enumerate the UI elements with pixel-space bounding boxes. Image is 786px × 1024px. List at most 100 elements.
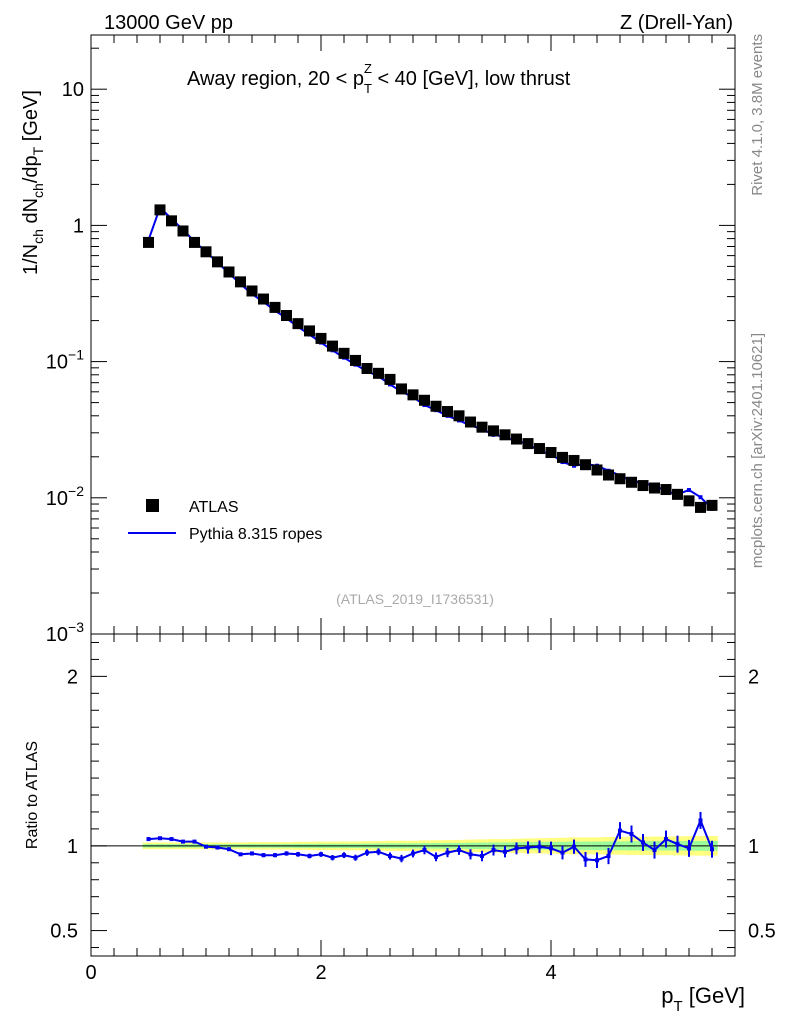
ratio-y-tick-label-left: 1: [67, 836, 78, 858]
main-y-tick-label: 10−3: [46, 619, 84, 646]
legend-atlas-label: ATLAS: [189, 499, 239, 516]
ratio-point: [169, 837, 174, 842]
atlas-point: [384, 373, 396, 385]
ratio-point: [181, 839, 185, 844]
mcplots-label: mcplots.cern.ch [arXiv:2401.10621]: [749, 333, 766, 568]
main-ylabel-sub2: ch: [30, 183, 46, 198]
ratio-point: [710, 847, 714, 852]
atlas-point: [258, 293, 269, 305]
ratio-point: [273, 853, 277, 858]
atlas-point: [591, 464, 603, 476]
ratio-point: [434, 854, 438, 859]
atlas-point: [603, 469, 614, 481]
main-ylabel-part1: 1/N: [20, 244, 42, 275]
main-y-tick-label: 1: [73, 215, 84, 237]
atlas-point: [338, 347, 350, 359]
atlas-point: [660, 484, 672, 496]
ratio-point: [296, 852, 300, 857]
ratio-point: [583, 857, 588, 862]
atlas-point: [292, 318, 304, 330]
atlas-point: [637, 480, 649, 492]
ratio-y-tick-label-right: 2: [748, 666, 759, 688]
atlas-point: [557, 451, 568, 463]
atlas-point: [672, 488, 683, 500]
ratio-point: [215, 845, 220, 850]
main-title-sub: T: [364, 81, 372, 96]
atlas-point: [545, 447, 557, 459]
ratio-y-tick-label-left: 2: [67, 666, 78, 688]
main-y-tick-label: 10−1: [46, 347, 84, 374]
atlas-point: [499, 429, 511, 441]
atlas-point: [522, 438, 534, 450]
ratio-point: [675, 842, 680, 847]
x-label-sub: T: [673, 998, 682, 1015]
ratio-point: [549, 846, 553, 851]
ratio-y-tick-label-left: 0.5: [50, 921, 78, 943]
main-y-axis-label: 1/Nch dNch/dpT [GeV]: [20, 90, 46, 275]
ratio-point: [238, 852, 243, 857]
pythia-point: [698, 495, 703, 500]
ratio-point: [422, 848, 427, 853]
ratio-point: [480, 854, 484, 859]
x-axis-label: pT [GeV]: [661, 983, 745, 1015]
legend-pythia-label: Pythia 8.315 ropes: [189, 526, 322, 543]
ratio-point: [204, 844, 208, 849]
ratio-tick-labels: 2 2 1 1 0.5 0.5 0 2 4: [50, 666, 776, 984]
ratio-point: [388, 854, 392, 859]
ratio-point: [146, 837, 151, 842]
atlas-point: [315, 332, 327, 344]
ratio-point: [227, 847, 231, 852]
pythia-point: [687, 488, 691, 493]
atlas-point: [695, 501, 706, 513]
atlas-point: [453, 410, 465, 422]
ratio-point: [330, 855, 335, 860]
main-ylabel-part4: [GeV]: [20, 90, 42, 147]
atlas-point: [511, 433, 522, 445]
atlas-point: [683, 495, 695, 507]
atlas-point: [143, 236, 154, 248]
main-ylabel-sub3: T: [30, 146, 46, 155]
atlas-point: [568, 454, 580, 466]
atlas-point: [614, 473, 626, 485]
atlas-point: [430, 400, 442, 412]
atlas-point: [649, 482, 660, 494]
ratio-y-tick-label-right: 0.5: [748, 921, 776, 943]
ratio-point: [595, 858, 599, 863]
ratio-point: [629, 831, 634, 836]
ratio-point: [284, 851, 289, 856]
analysis-watermark: (ATLAS_2019_I1736531): [336, 591, 494, 607]
atlas-point: [189, 236, 200, 248]
ratio-point: [606, 854, 611, 859]
ratio-point: [503, 849, 507, 854]
x-tick-label: 0: [85, 962, 96, 984]
atlas-point: [304, 325, 315, 337]
atlas-point: [465, 416, 476, 428]
atlas-point: [442, 406, 453, 418]
ratio-point: [652, 848, 657, 853]
atlas-point: [223, 266, 235, 278]
main-panel-frame: [90, 34, 736, 635]
main-ylabel-part3: /dp: [20, 155, 42, 183]
main-series: [143, 204, 718, 513]
ratio-point: [537, 844, 542, 849]
ratio-point: [342, 853, 346, 858]
ratio-point: [618, 828, 622, 833]
atlas-point: [166, 215, 177, 227]
ratio-point: [376, 849, 381, 854]
atlas-point: [235, 276, 246, 288]
ratio-series: [146, 811, 714, 869]
x-label-p: p: [661, 983, 673, 1008]
atlas-point: [706, 499, 718, 511]
atlas-point: [488, 425, 499, 437]
ratio-point: [687, 846, 691, 851]
main-axis-ticks: [90, 35, 736, 635]
pythia-curve: [147, 205, 713, 510]
ratio-point: [572, 844, 576, 849]
ratio-point: [560, 850, 565, 855]
main-y-tick-labels: 10 1 10−1 10−2 10−3: [46, 79, 84, 646]
main-title: Away region, 20 < pTZ < 40 [GeV], low th…: [187, 61, 571, 96]
atlas-point: [200, 246, 212, 258]
atlas-point: [419, 394, 430, 406]
